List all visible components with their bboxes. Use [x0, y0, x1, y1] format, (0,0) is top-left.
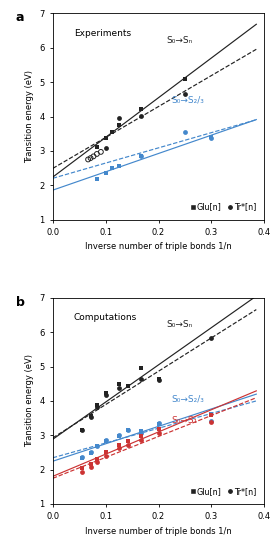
- Point: [117, 384, 121, 392]
- Legend: Glu[n], Tr*[n]: Glu[n], Tr*[n]: [187, 198, 260, 216]
- Point: [183, 128, 187, 136]
- Y-axis label: Transition energy (eV): Transition energy (eV): [25, 355, 34, 447]
- Point: [104, 389, 108, 398]
- Point: [104, 134, 108, 142]
- Point: [95, 401, 99, 410]
- Point: [88, 459, 93, 468]
- Point: [139, 151, 143, 160]
- Point: [88, 463, 93, 472]
- Point: [139, 432, 143, 440]
- Point: [183, 89, 187, 98]
- Y-axis label: Transition energy (eV): Transition energy (eV): [25, 70, 34, 163]
- Point: [80, 464, 84, 473]
- Point: [95, 150, 99, 158]
- Point: [104, 452, 108, 460]
- Point: [80, 453, 84, 461]
- Point: [117, 379, 121, 388]
- Point: [104, 168, 108, 177]
- Point: [88, 412, 93, 420]
- Point: [139, 364, 143, 372]
- Text: b: b: [16, 296, 25, 309]
- Point: [117, 444, 121, 453]
- Text: S₀→S₂/₃: S₀→S₂/₃: [172, 96, 205, 105]
- Point: [80, 467, 84, 476]
- Text: S₀→S₂/₃: S₀→S₂/₃: [172, 394, 205, 403]
- Point: [126, 426, 131, 435]
- Point: [104, 436, 108, 445]
- Text: Experiments: Experiments: [74, 29, 131, 38]
- Text: a: a: [16, 11, 24, 24]
- Point: [209, 410, 214, 419]
- Point: [104, 448, 108, 457]
- Legend: Glu[n], Tr*[n]: Glu[n], Tr*[n]: [187, 483, 260, 500]
- Point: [80, 453, 84, 462]
- Point: [104, 144, 108, 153]
- Point: [156, 420, 161, 429]
- Point: [126, 382, 131, 391]
- Point: [95, 441, 99, 450]
- Point: [156, 374, 161, 383]
- Point: [117, 113, 121, 122]
- Point: [156, 429, 161, 437]
- Point: [126, 437, 131, 446]
- Point: [99, 148, 103, 156]
- Point: [88, 449, 93, 458]
- Point: [156, 425, 161, 434]
- Point: [156, 375, 161, 384]
- Point: [126, 425, 131, 434]
- Point: [95, 403, 99, 411]
- Point: [91, 152, 96, 161]
- Point: [139, 151, 143, 160]
- Text: Computations: Computations: [74, 313, 137, 322]
- Text: S₀→Sₙ: S₀→Sₙ: [166, 320, 193, 329]
- Text: S₀→Sₙ: S₀→Sₙ: [166, 36, 193, 45]
- Point: [117, 431, 121, 440]
- Point: [80, 426, 84, 435]
- X-axis label: Inverse number of triple bonds 1/n: Inverse number of triple bonds 1/n: [85, 527, 232, 536]
- Point: [104, 391, 108, 399]
- Point: [95, 455, 99, 464]
- Point: [88, 154, 93, 162]
- Point: [139, 112, 143, 120]
- Point: [209, 334, 214, 343]
- Point: [95, 458, 99, 466]
- Point: [209, 417, 214, 426]
- Point: [117, 121, 121, 129]
- Point: [95, 175, 99, 184]
- Point: [126, 440, 131, 449]
- Text: S₀→S₁: S₀→S₁: [172, 416, 198, 425]
- Point: [117, 161, 121, 170]
- Point: [209, 134, 214, 142]
- Point: [88, 448, 93, 457]
- Point: [117, 430, 121, 439]
- Point: [88, 413, 93, 421]
- Point: [109, 128, 114, 136]
- Point: [156, 418, 161, 427]
- Point: [139, 375, 143, 384]
- Point: [139, 427, 143, 436]
- Point: [209, 410, 214, 418]
- Point: [86, 155, 90, 164]
- Point: [139, 429, 143, 437]
- Point: [80, 426, 84, 434]
- Point: [117, 440, 121, 449]
- Point: [104, 437, 108, 446]
- Point: [139, 105, 143, 113]
- Point: [139, 436, 143, 444]
- X-axis label: Inverse number of triple bonds 1/n: Inverse number of triple bonds 1/n: [85, 243, 232, 252]
- Point: [109, 164, 114, 172]
- Point: [209, 417, 214, 425]
- Point: [95, 142, 99, 151]
- Point: [183, 75, 187, 84]
- Point: [95, 442, 99, 451]
- Point: [209, 133, 214, 141]
